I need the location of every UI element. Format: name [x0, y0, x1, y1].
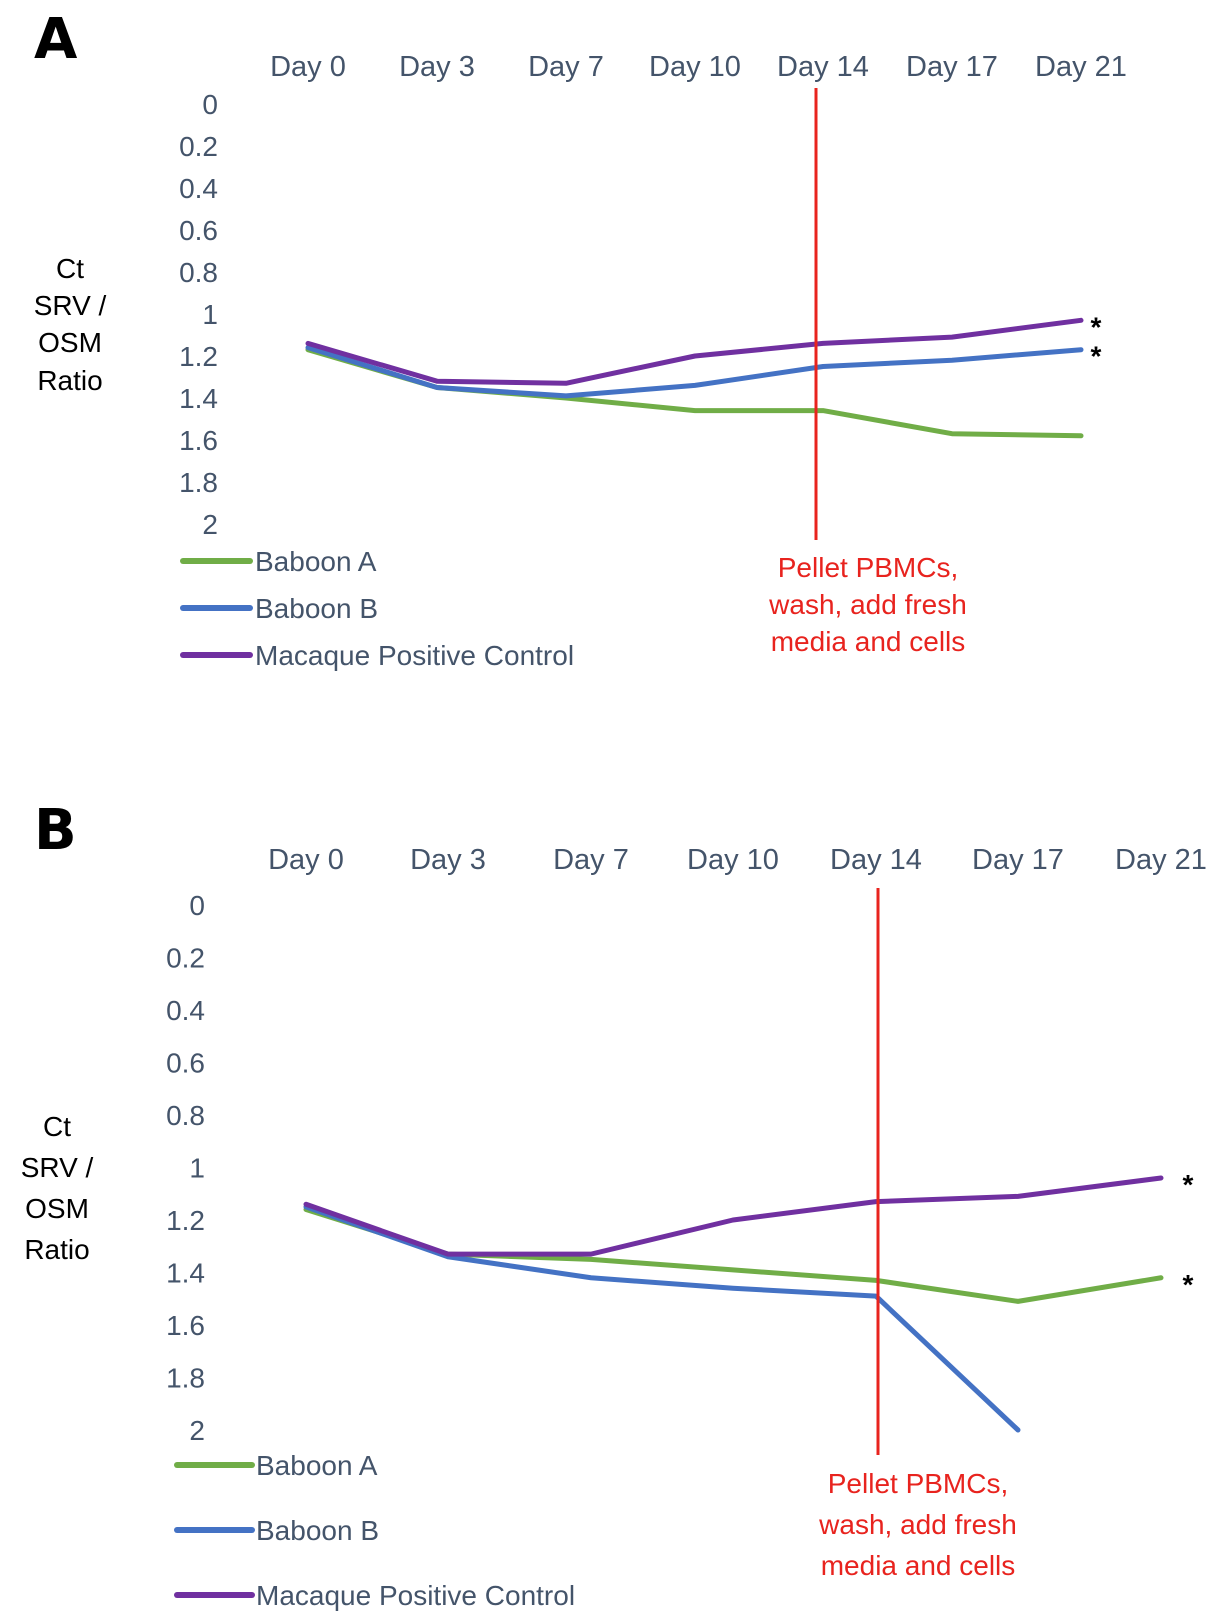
x-tick-label: Day 21 [1115, 844, 1207, 876]
legend-label: Baboon B [256, 1515, 379, 1546]
x-tick-label: Day 21 [1035, 51, 1127, 83]
panel-b: B Day 0 Day 3 Day 7 Day 10 Day 14 Day 17 Day 21… [21, 798, 1207, 1611]
x-tick-label: Day 0 [268, 844, 344, 876]
y-tick-label: 0.2 [179, 131, 218, 162]
panel-label: B [34, 798, 77, 863]
y-tick-label: 2 [202, 509, 218, 540]
y-tick-label: 1.8 [166, 1363, 205, 1394]
annotation-text: wash, add fresh [768, 589, 967, 620]
significance-star: * [1091, 311, 1102, 342]
panel-label: A [34, 7, 78, 72]
significance-star: * [1183, 1169, 1194, 1200]
annotation-text: Pellet PBMCs, [828, 1468, 1009, 1499]
y-tick-label: 0.6 [166, 1048, 205, 1079]
y-tick-label: 1 [202, 299, 218, 330]
y-tick-label: 0.6 [179, 215, 218, 246]
y-tick-label: 1.4 [179, 383, 218, 414]
y-tick-label: 0.4 [179, 173, 218, 204]
annotation-text: Pellet PBMCs, [778, 552, 959, 583]
significance-star: * [1183, 1269, 1194, 1300]
series-line [305, 347, 1084, 439]
x-tick-label: Day 10 [687, 844, 779, 876]
legend-label: Baboon A [255, 546, 377, 577]
x-tick-label: Day 14 [830, 844, 922, 876]
x-tick-label: Day 3 [410, 844, 486, 876]
y-tick-label: 1.6 [179, 425, 218, 456]
y-tick-label: 2 [189, 1415, 205, 1446]
x-tick-label: Day 10 [649, 51, 741, 83]
x-tick-label: Day 17 [906, 51, 998, 83]
annotation-text: wash, add fresh [818, 1509, 1017, 1540]
x-tick-label: Day 3 [399, 51, 475, 83]
y-tick-label: 1.6 [166, 1310, 205, 1341]
y-axis-label: Ratio [24, 1234, 89, 1265]
annotation-text: media and cells [821, 1550, 1016, 1581]
y-tick-label: 1.4 [166, 1258, 205, 1289]
y-axis-label: SRV / [21, 1152, 94, 1183]
x-tick-label: Day 7 [528, 51, 604, 83]
y-axis-label: OSM [38, 327, 102, 358]
y-tick-label: 0.4 [166, 995, 205, 1026]
legend-label: Macaque Positive Control [256, 1580, 575, 1611]
y-tick-label: 0 [189, 890, 205, 921]
y-tick-label: 0.2 [166, 943, 205, 974]
y-tick-label: 0 [202, 89, 218, 120]
panel-a: A Day 0 Day 3 Day 7 Day 10 Day 14 Day 17 Day 21… [34, 7, 1127, 671]
y-tick-label: 0.8 [179, 257, 218, 288]
y-axis-label: Ct [56, 253, 84, 284]
x-tick-label: Day 7 [553, 844, 629, 876]
y-axis-label: SRV / [34, 290, 107, 321]
legend-label: Baboon B [255, 593, 378, 624]
legend-label: Baboon A [256, 1450, 378, 1481]
x-tick-label: Day 17 [972, 844, 1064, 876]
legend-label: Macaque Positive Control [255, 640, 574, 671]
y-axis-label: OSM [25, 1193, 89, 1224]
x-tick-label: Day 0 [270, 51, 346, 83]
series-line [305, 317, 1084, 386]
series-line [303, 1175, 1164, 1257]
y-tick-label: 1.8 [179, 467, 218, 498]
y-tick-label: 0.8 [166, 1100, 205, 1131]
y-tick-label: 1.2 [179, 341, 218, 372]
x-tick-label: Day 14 [777, 51, 869, 83]
y-tick-label: 1.2 [166, 1205, 205, 1236]
annotation-text: media and cells [771, 626, 966, 657]
y-axis-label: Ct [43, 1111, 71, 1142]
y-axis-label: Ratio [37, 365, 102, 396]
y-tick-label: 1 [189, 1153, 205, 1184]
significance-star: * [1091, 341, 1102, 372]
series-line [305, 345, 1084, 399]
